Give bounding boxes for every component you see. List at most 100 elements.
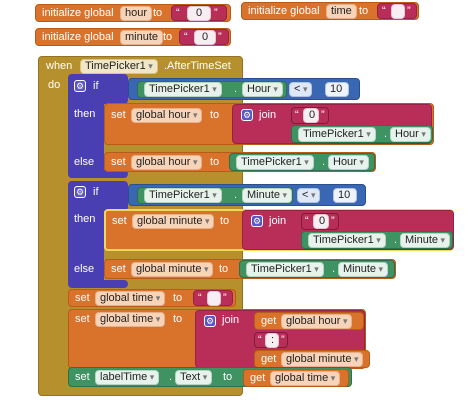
set-global-hour-block[interactable]: set global hour to ⚙ join “ 0 ” TimePick…: [104, 103, 434, 145]
if-footer: [68, 280, 128, 288]
to-label: to: [163, 31, 173, 43]
get-label: get: [250, 372, 266, 384]
set-global-time-join-block[interactable]: set global time to ⚙ join get global hou…: [68, 309, 370, 369]
init-global-label: initialize global: [248, 5, 320, 17]
component-getter-block[interactable]: TimePicker1 . Minute: [301, 231, 453, 249]
to-label: to: [173, 292, 183, 304]
get-global-hour-block[interactable]: get global hour: [254, 312, 364, 330]
join-block[interactable]: ⚙ join “ 0 ” TimePicker1 . Minute: [242, 210, 454, 250]
number-field[interactable]: 10: [325, 82, 349, 97]
to-label: to: [210, 109, 220, 121]
variable-dropdown[interactable]: global hour: [281, 314, 353, 329]
join-label: join: [259, 109, 277, 121]
string-value[interactable]: :: [265, 333, 279, 348]
property-dropdown[interactable]: Minute: [242, 188, 293, 203]
text-string-block[interactable]: “ : ”: [254, 332, 288, 348]
variable-dropdown[interactable]: global minute: [281, 352, 364, 367]
operator-dropdown[interactable]: <: [289, 82, 313, 97]
string-value[interactable]: 0: [303, 108, 319, 123]
text-string-block[interactable]: “ ”: [193, 290, 233, 306]
component-dropdown[interactable]: TimePicker1: [144, 188, 222, 203]
set-global-minute-else-block[interactable]: set global minute to TimePicker1 . Minut…: [104, 259, 396, 279]
set-label: set: [111, 109, 126, 121]
set-global-minute-block[interactable]: set global minute to ⚙ join “ 0 ” TimePi…: [104, 209, 454, 251]
variable-dropdown[interactable]: global time: [270, 371, 341, 386]
global-name-field[interactable]: minute: [120, 30, 164, 45]
component-getter-block[interactable]: TimePicker1 . Minute: [239, 260, 395, 278]
get-global-time-block[interactable]: get global time: [243, 369, 349, 387]
text-string-block[interactable]: “ 0 ”: [291, 107, 329, 124]
component-dropdown[interactable]: labelTime: [95, 370, 160, 385]
variable-dropdown[interactable]: global minute: [132, 214, 215, 229]
init-global-label: initialize global: [42, 31, 114, 43]
join-block[interactable]: ⚙ join “ 0 ” TimePicker1 . Hour: [232, 104, 433, 144]
property-dropdown[interactable]: Minute: [400, 233, 451, 248]
init-global-minute-block[interactable]: initialize global minute to “ 0 ”: [35, 28, 231, 46]
get-label: get: [261, 315, 277, 327]
variable-dropdown[interactable]: global time: [95, 312, 166, 327]
gear-icon[interactable]: ⚙: [251, 215, 263, 227]
global-name-field[interactable]: time: [326, 4, 357, 19]
component-dropdown[interactable]: TimePicker1: [144, 82, 222, 97]
then-label: then: [74, 213, 96, 225]
property-dropdown[interactable]: Hour: [390, 127, 431, 142]
component-dropdown[interactable]: TimePicker1: [298, 127, 376, 142]
operator-dropdown[interactable]: <: [297, 188, 321, 203]
compare-block[interactable]: TimePicker1 . Hour < 10: [128, 78, 360, 100]
event-component-dropdown[interactable]: TimePicker1: [80, 59, 158, 74]
text-string-block[interactable]: “ 0 ”: [171, 5, 227, 21]
string-value[interactable]: [391, 4, 405, 19]
to-label: to: [173, 313, 183, 325]
string-value[interactable]: 0: [187, 6, 211, 21]
component-getter-block[interactable]: TimePicker1 . Hour: [291, 125, 433, 143]
component-dropdown[interactable]: TimePicker1: [246, 262, 324, 277]
variable-dropdown[interactable]: global hour: [131, 108, 203, 123]
get-label: get: [261, 353, 277, 365]
text-string-block[interactable]: “ 0 ”: [179, 29, 229, 45]
init-global-hour-block[interactable]: initialize global hour to “ 0 ”: [35, 4, 231, 22]
join-label: join: [269, 215, 287, 227]
string-value[interactable]: 0: [194, 30, 216, 45]
property-dropdown[interactable]: Hour: [328, 155, 369, 170]
join-label: join: [222, 314, 240, 326]
set-label: set: [75, 292, 90, 304]
variable-dropdown[interactable]: global hour: [131, 155, 203, 170]
component-getter-block[interactable]: TimePicker1 . Hour: [137, 81, 287, 98]
to-label: to: [220, 215, 230, 227]
to-label: to: [210, 156, 220, 168]
variable-dropdown[interactable]: global time: [95, 291, 166, 306]
property-dropdown[interactable]: Hour: [242, 82, 283, 97]
number-field[interactable]: 10: [333, 188, 357, 203]
variable-dropdown[interactable]: global minute: [131, 262, 214, 277]
component-dropdown[interactable]: TimePicker1: [308, 233, 386, 248]
component-getter-block[interactable]: TimePicker1 . Hour: [229, 153, 375, 171]
set-global-time-empty-block[interactable]: set global time to “ ”: [68, 289, 236, 307]
component-dropdown[interactable]: TimePicker1: [236, 155, 314, 170]
property-dropdown[interactable]: Minute: [338, 262, 389, 277]
component-getter-block[interactable]: TimePicker1 . Minute: [137, 187, 293, 204]
then-label: then: [74, 108, 96, 120]
text-string-block[interactable]: “ 0 ”: [301, 213, 339, 230]
gear-icon[interactable]: ⚙: [74, 80, 86, 92]
set-label: set: [75, 313, 90, 325]
string-value[interactable]: [207, 291, 221, 306]
global-name-field[interactable]: hour: [120, 6, 153, 21]
gear-icon[interactable]: ⚙: [241, 109, 253, 121]
compare-block[interactable]: TimePicker1 . Minute < 10: [128, 184, 366, 206]
set-label: set: [75, 371, 90, 383]
to-label: to: [359, 5, 369, 17]
join-block[interactable]: ⚙ join get global hour “ : ” get global …: [195, 310, 370, 368]
property-dropdown[interactable]: Text: [175, 370, 213, 385]
get-global-minute-block[interactable]: get global minute: [254, 350, 370, 368]
gear-icon[interactable]: ⚙: [74, 186, 86, 198]
string-value[interactable]: 0: [313, 214, 329, 229]
text-string-block[interactable]: “ ”: [377, 3, 417, 19]
set-label-text-block[interactable]: set labelTime . Text to get global time: [68, 367, 352, 387]
set-global-hour-else-block[interactable]: set global hour to TimePicker1 . Hour: [104, 152, 376, 172]
to-label: to: [223, 371, 233, 383]
init-global-label: initialize global: [42, 7, 114, 19]
set-label: set: [111, 263, 126, 275]
do-label: do: [48, 79, 61, 91]
init-global-time-block[interactable]: initialize global time to “ ”: [241, 2, 419, 20]
gear-icon[interactable]: ⚙: [204, 315, 216, 327]
